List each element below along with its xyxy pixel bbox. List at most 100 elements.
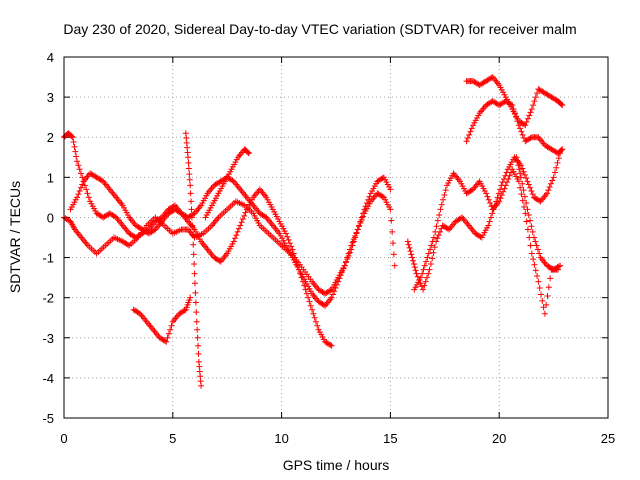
data-point: [532, 267, 539, 274]
data-point: [232, 235, 239, 242]
data-point: [513, 154, 520, 161]
data-point: [522, 122, 529, 129]
data-point: [517, 184, 524, 191]
data-point: [467, 128, 474, 135]
x-tick-label: 15: [383, 431, 397, 446]
data-point: [547, 180, 554, 187]
data-point: [190, 241, 197, 248]
y-tick-label: -1: [42, 251, 54, 266]
data-point: [427, 246, 434, 253]
data-point: [531, 234, 538, 241]
data-point: [436, 212, 443, 219]
data-point: [408, 251, 415, 258]
data-point: [189, 222, 196, 229]
data-point: [528, 187, 535, 194]
data-point: [528, 106, 535, 113]
data-point: [353, 229, 360, 236]
data-point: [420, 286, 427, 293]
data-point: [519, 197, 526, 204]
data-point: [187, 294, 194, 301]
data-point: [421, 282, 428, 289]
data-point: [423, 274, 430, 281]
data-point: [485, 196, 492, 203]
data-point: [527, 184, 534, 191]
data-point: [191, 280, 198, 287]
data-point: [388, 217, 395, 224]
data-point: [230, 238, 237, 245]
data-point: [192, 289, 199, 296]
data-point: [81, 182, 88, 189]
data-point: [506, 172, 513, 179]
data-point: [165, 330, 172, 337]
data-point: [298, 274, 305, 281]
data-point: [311, 314, 318, 321]
data-point: [303, 290, 310, 297]
data-point: [407, 248, 414, 255]
data-point: [545, 284, 552, 291]
data-point: [302, 286, 309, 293]
data-point: [520, 168, 527, 175]
data-point: [523, 200, 530, 207]
data-point: [422, 278, 429, 285]
data-point: [466, 131, 473, 138]
data-point: [497, 195, 504, 202]
data-point: [193, 318, 200, 325]
data-point: [524, 178, 531, 185]
data-point: [389, 228, 396, 235]
data-point: [234, 228, 241, 235]
data-point: [327, 287, 334, 294]
data-point: [420, 266, 427, 273]
data-point: [328, 294, 335, 301]
data-point: [530, 256, 537, 263]
data-point: [284, 233, 291, 240]
data-point: [545, 187, 552, 194]
y-tick-label: 1: [47, 170, 54, 185]
data-point: [71, 143, 78, 150]
data-point: [307, 302, 314, 309]
data-point: [329, 291, 336, 298]
data-point: [190, 251, 197, 258]
data-point: [528, 223, 535, 230]
data-point: [423, 258, 430, 265]
data-point: [496, 198, 503, 205]
data-point: [521, 171, 528, 178]
data-point: [550, 174, 557, 181]
y-tick-label: 0: [47, 210, 54, 225]
data-point: [332, 285, 339, 292]
data-point: [524, 115, 531, 122]
data-point: [239, 216, 246, 223]
data-point: [339, 268, 346, 275]
data-point: [312, 318, 319, 325]
data-point: [187, 190, 194, 197]
data-point: [344, 254, 351, 261]
data-point: [194, 334, 201, 341]
data-point: [418, 283, 425, 290]
data-point: [487, 214, 494, 221]
series-track-5: [182, 130, 205, 389]
x-tick-label: 10: [274, 431, 288, 446]
data-point: [185, 159, 192, 166]
data-point: [429, 255, 436, 262]
data-point: [238, 219, 245, 226]
data-point: [468, 125, 475, 132]
data-point: [292, 254, 299, 261]
x-axis-label: GPS time / hours: [283, 457, 390, 473]
data-point: [529, 228, 536, 235]
data-point: [390, 251, 397, 258]
data-point: [72, 148, 79, 155]
x-tick-label: 25: [601, 431, 615, 446]
y-tick-label: -2: [42, 291, 54, 306]
x-tick-label: 20: [492, 431, 506, 446]
data-point: [504, 179, 511, 186]
data-point: [413, 270, 420, 277]
data-point: [539, 297, 546, 304]
data-point: [536, 197, 543, 204]
data-point: [75, 162, 82, 169]
series-track-10: [463, 74, 566, 129]
data-point: [516, 166, 523, 173]
data-point: [124, 241, 131, 248]
data-point: [521, 204, 528, 211]
data-point: [290, 250, 297, 257]
series-track-8: [411, 166, 561, 317]
